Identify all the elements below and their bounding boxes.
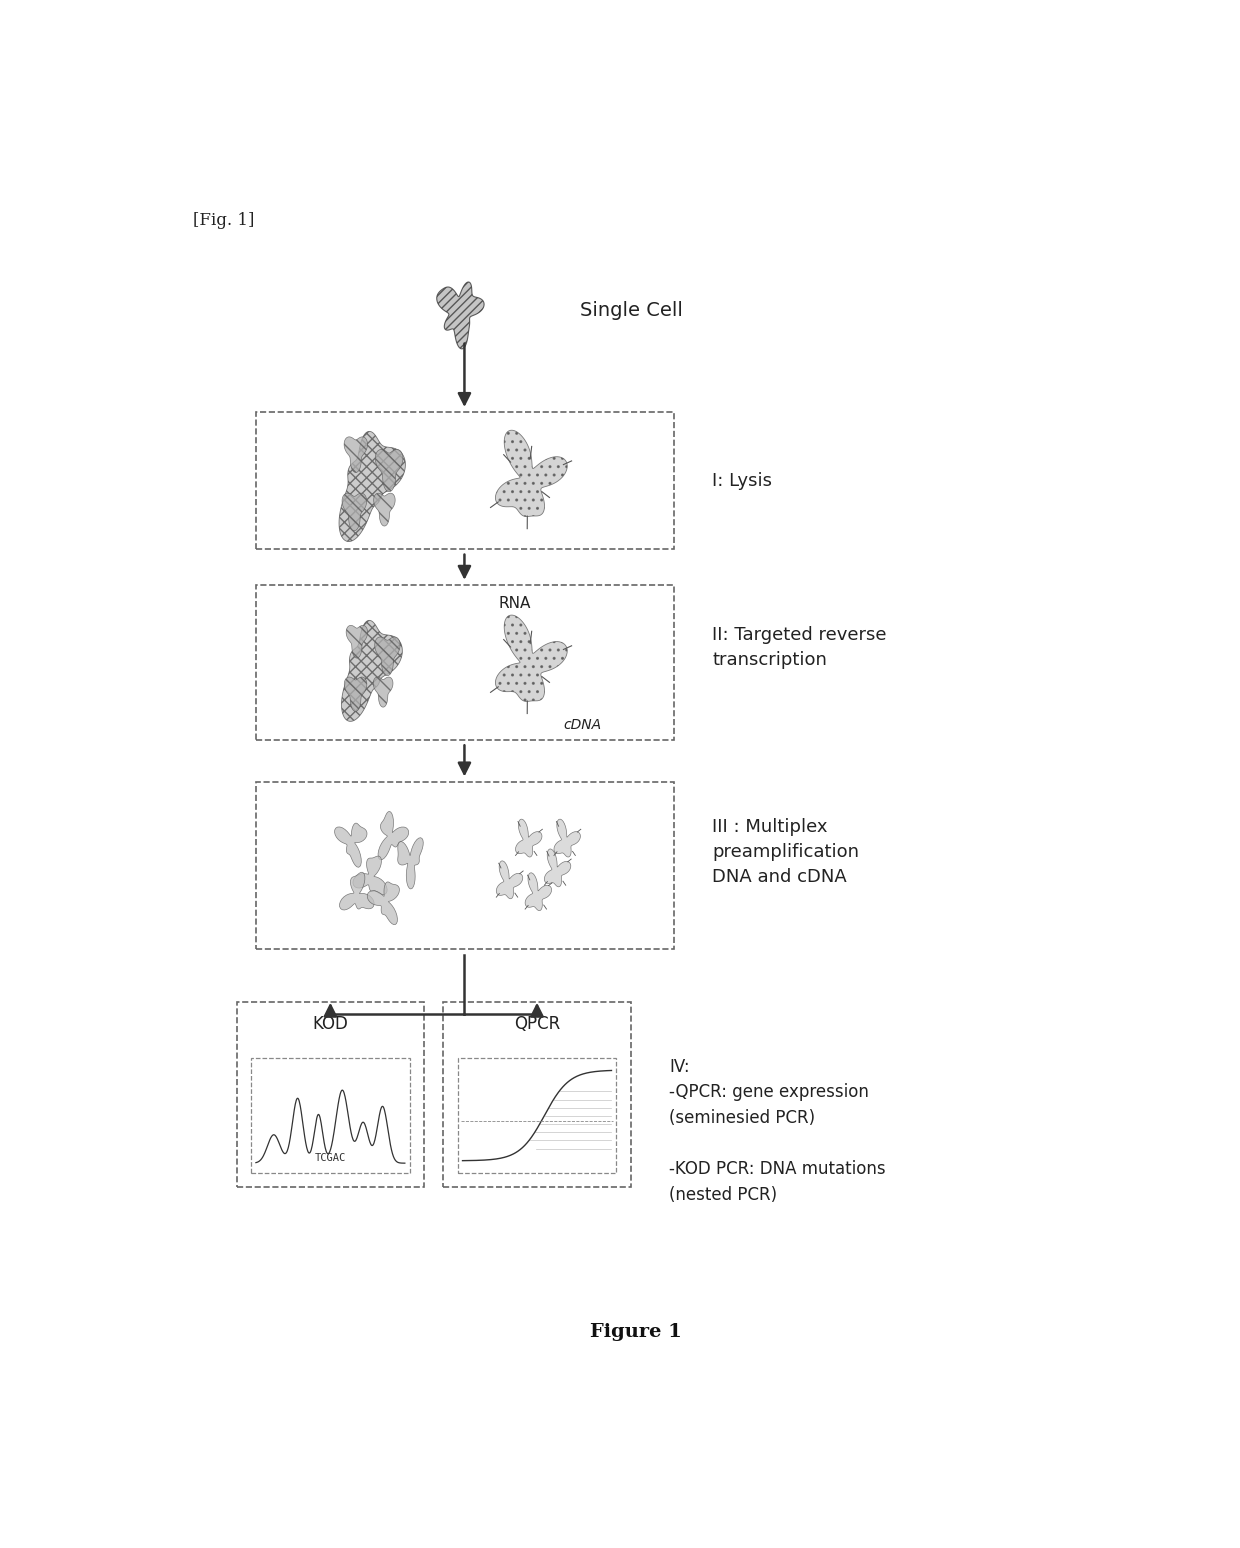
Polygon shape: [544, 848, 570, 887]
Polygon shape: [496, 615, 567, 701]
Polygon shape: [374, 636, 401, 675]
Polygon shape: [335, 824, 367, 867]
Polygon shape: [353, 856, 387, 895]
Polygon shape: [341, 621, 402, 721]
Text: KOD: KOD: [312, 1015, 348, 1034]
Polygon shape: [436, 282, 484, 348]
Text: IV:
-QPCR: gene expression
(seminesied PCR)

-KOD PCR: DNA mutations
(nested PCR: IV: -QPCR: gene expression (seminesied P…: [670, 1057, 885, 1204]
Polygon shape: [345, 437, 367, 472]
Polygon shape: [516, 819, 542, 858]
Polygon shape: [340, 872, 374, 910]
Text: Figure 1: Figure 1: [589, 1324, 682, 1342]
Text: II: Targeted reverse
transcription: II: Targeted reverse transcription: [713, 625, 887, 669]
Text: I: Lysis: I: Lysis: [713, 472, 773, 489]
Polygon shape: [496, 430, 567, 517]
Text: cDNA: cDNA: [563, 718, 601, 732]
Polygon shape: [342, 494, 367, 531]
Text: III : Multiplex
preamplification
DNA and cDNA: III : Multiplex preamplification DNA and…: [713, 817, 859, 885]
FancyBboxPatch shape: [237, 1002, 424, 1187]
Text: RNA: RNA: [498, 596, 531, 611]
Polygon shape: [376, 449, 403, 492]
Polygon shape: [346, 625, 367, 658]
FancyBboxPatch shape: [255, 782, 675, 949]
FancyBboxPatch shape: [255, 585, 675, 740]
Polygon shape: [398, 837, 423, 889]
Polygon shape: [345, 676, 367, 712]
Polygon shape: [378, 811, 409, 859]
Polygon shape: [525, 873, 552, 910]
Polygon shape: [373, 676, 393, 707]
Polygon shape: [554, 819, 580, 858]
Text: Single Cell: Single Cell: [580, 302, 683, 320]
FancyBboxPatch shape: [444, 1002, 631, 1187]
Text: [Fig. 1]: [Fig. 1]: [193, 212, 254, 229]
Polygon shape: [367, 882, 399, 924]
Polygon shape: [373, 494, 396, 526]
Text: QPCR: QPCR: [513, 1015, 560, 1034]
FancyBboxPatch shape: [255, 412, 675, 550]
Polygon shape: [496, 861, 523, 899]
Text: TCGAC: TCGAC: [315, 1153, 346, 1163]
FancyBboxPatch shape: [458, 1059, 616, 1173]
Polygon shape: [339, 432, 405, 542]
FancyBboxPatch shape: [250, 1059, 409, 1173]
